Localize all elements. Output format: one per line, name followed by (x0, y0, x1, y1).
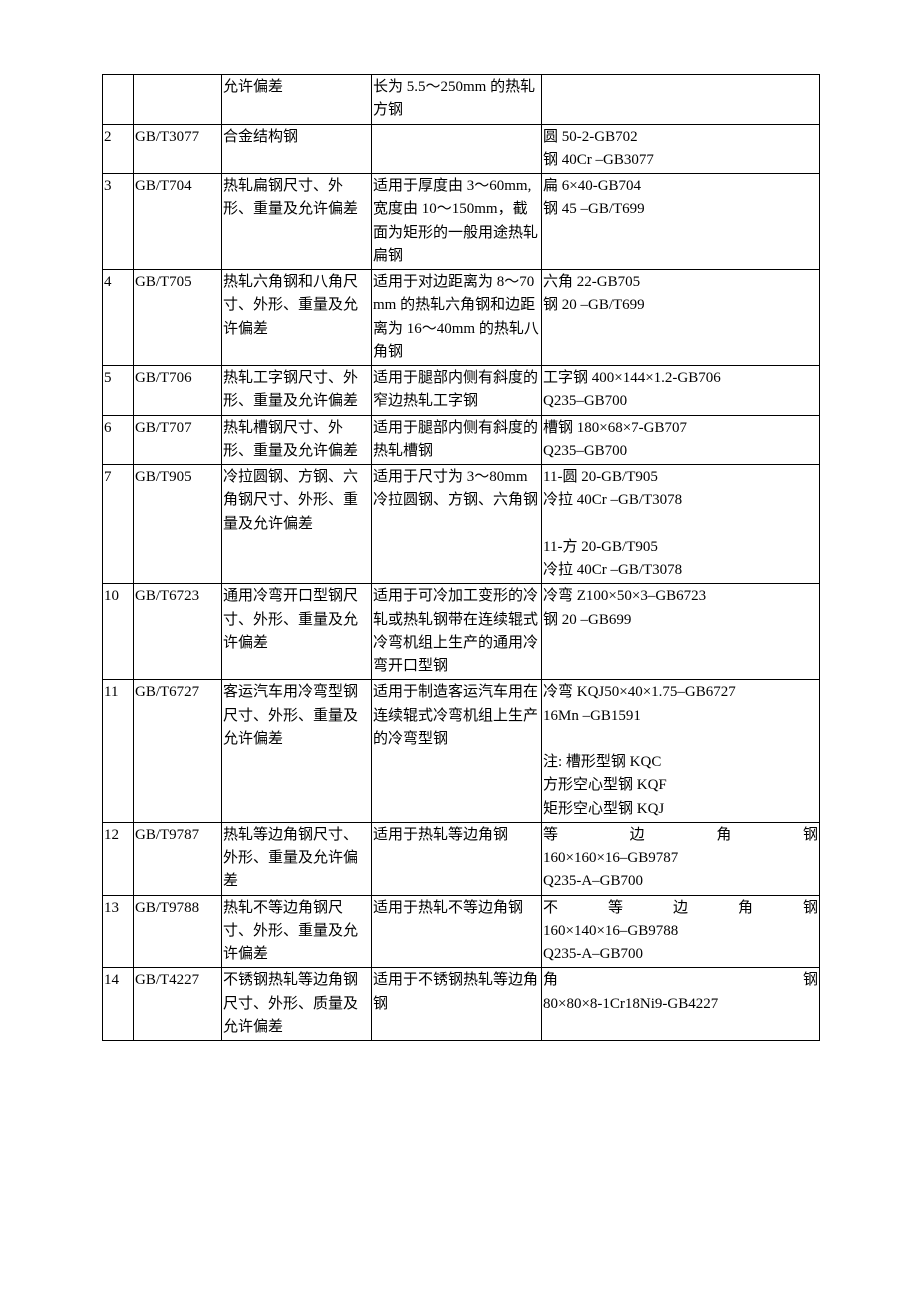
cell-title: 允许偏差 (222, 75, 372, 125)
cell-standard: GB/T9787 (134, 822, 222, 895)
cell-index: 2 (103, 124, 134, 174)
cell-example: 11-圆 20-GB/T905 冷拉 40Cr –GB/T3078 11-方 2… (542, 465, 820, 584)
cell-title: 不锈钢热轧等边角钢尺寸、外形、质量及允许偏差 (222, 968, 372, 1041)
cell-example (542, 75, 820, 125)
cell-index: 14 (103, 968, 134, 1041)
cell-example: 圆 50-2-GB702 钢 40Cr –GB3077 (542, 124, 820, 174)
standards-table: 允许偏差长为 5.5～250mm 的热轧方钢2GB/T3077合金结构钢圆 50… (102, 74, 820, 1041)
cell-scope: 适用于腿部内侧有斜度的热轧槽钢 (372, 415, 542, 465)
cell-scope: 适用于可冷加工变形的冷轧或热轧钢带在连续辊式冷弯机组上生产的通用冷弯开口型钢 (372, 584, 542, 680)
cell-example-line1: 不等边角钢 (543, 897, 818, 920)
cell-standard: GB/T707 (134, 415, 222, 465)
cell-index: 10 (103, 584, 134, 680)
cell-index: 4 (103, 270, 134, 366)
cell-standard: GB/T706 (134, 366, 222, 416)
table-row: 6GB/T707热轧槽钢尺寸、外形、重量及允许偏差适用于腿部内侧有斜度的热轧槽钢… (103, 415, 820, 465)
cell-title: 客运汽车用冷弯型钢尺寸、外形、重量及允许偏差 (222, 680, 372, 823)
cell-example: 冷弯 KQJ50×40×1.75–GB6727 16Mn –GB1591 注: … (542, 680, 820, 823)
cell-title: 冷拉圆钢、方钢、六角钢尺寸、外形、重量及允许偏差 (222, 465, 372, 584)
cell-scope: 长为 5.5～250mm 的热轧方钢 (372, 75, 542, 125)
cell-index (103, 75, 134, 125)
cell-scope: 适用于热轧等边角钢 (372, 822, 542, 895)
cell-index: 11 (103, 680, 134, 823)
cell-scope (372, 124, 542, 174)
table-row: 13GB/T9788热轧不等边角钢尺寸、外形、重量及允许偏差适用于热轧不等边角钢… (103, 895, 820, 968)
cell-example-rest: 160×140×16–GB9788 Q235-A–GB700 (543, 923, 678, 962)
cell-example: 工字钢 400×144×1.2-GB706 Q235–GB700 (542, 366, 820, 416)
cell-title: 热轧不等边角钢尺寸、外形、重量及允许偏差 (222, 895, 372, 968)
cell-example: 不等边角钢 160×140×16–GB9788 Q235-A–GB700 (542, 895, 820, 968)
cell-scope: 适用于制造客运汽车用在连续辊式冷弯机组上生产的冷弯型钢 (372, 680, 542, 823)
cell-standard (134, 75, 222, 125)
table-row: 2GB/T3077合金结构钢 圆 50-2-GB702 钢 40Cr –GB307… (103, 124, 820, 174)
cell-standard: GB/T6727 (134, 680, 222, 823)
table-row: 14GB/T4227不锈钢热轧等边角钢尺寸、外形、质量及允许偏差适用于不锈钢热轧… (103, 968, 820, 1041)
table-row: 7GB/T905冷拉圆钢、方钢、六角钢尺寸、外形、重量及允许偏差适用于尺寸为 3… (103, 465, 820, 584)
cell-standard: GB/T6723 (134, 584, 222, 680)
cell-standard: GB/T9788 (134, 895, 222, 968)
cell-index: 7 (103, 465, 134, 584)
cell-index: 12 (103, 822, 134, 895)
cell-standard: GB/T4227 (134, 968, 222, 1041)
cell-standard: GB/T905 (134, 465, 222, 584)
cell-standard: GB/T705 (134, 270, 222, 366)
cell-example: 六角 22-GB705 钢 20 –GB/T699 (542, 270, 820, 366)
cell-example-line1: 角钢 (543, 969, 818, 992)
table-row: 允许偏差长为 5.5～250mm 的热轧方钢 (103, 75, 820, 125)
cell-title: 通用冷弯开口型钢尺寸、外形、重量及允许偏差 (222, 584, 372, 680)
cell-title: 热轧六角钢和八角尺寸、外形、重量及允许偏差 (222, 270, 372, 366)
cell-scope: 适用于不锈钢热轧等边角钢 (372, 968, 542, 1041)
cell-example: 槽钢 180×68×7-GB707 Q235–GB700 (542, 415, 820, 465)
cell-title: 热轧槽钢尺寸、外形、重量及允许偏差 (222, 415, 372, 465)
cell-scope: 适用于尺寸为 3～80mm冷拉圆钢、方钢、六角钢 (372, 465, 542, 584)
cell-example-rest: 160×160×16–GB9787 Q235-A–GB700 (543, 850, 678, 889)
table-row: 5GB/T706热轧工字钢尺寸、外形、重量及允许偏差适用于腿部内侧有斜度的窄边热… (103, 366, 820, 416)
cell-standard: GB/T3077 (134, 124, 222, 174)
cell-example: 扁 6×40-GB704 钢 45 –GB/T699 (542, 174, 820, 270)
cell-index: 13 (103, 895, 134, 968)
table-row: 11GB/T6727客运汽车用冷弯型钢尺寸、外形、重量及允许偏差适用于制造客运汽… (103, 680, 820, 823)
cell-standard: GB/T704 (134, 174, 222, 270)
cell-scope: 适用于厚度由 3～60mm,宽度由 10～150mm，截面为矩形的一般用途热轧扁… (372, 174, 542, 270)
cell-scope: 适用于热轧不等边角钢 (372, 895, 542, 968)
cell-scope: 适用于腿部内侧有斜度的窄边热轧工字钢 (372, 366, 542, 416)
cell-title: 热轧等边角钢尺寸、外形、重量及允许偏差 (222, 822, 372, 895)
cell-index: 3 (103, 174, 134, 270)
cell-index: 6 (103, 415, 134, 465)
cell-scope: 适用于对边距离为 8～70mm 的热轧六角钢和边距离为 16～40mm 的热轧八… (372, 270, 542, 366)
cell-example-rest: 80×80×8-1Cr18Ni9-GB4227 (543, 996, 718, 1012)
cell-title: 热轧扁钢尺寸、外形、重量及允许偏差 (222, 174, 372, 270)
cell-example: 等边角钢 160×160×16–GB9787 Q235-A–GB700 (542, 822, 820, 895)
table-row: 3GB/T704热轧扁钢尺寸、外形、重量及允许偏差适用于厚度由 3～60mm,宽… (103, 174, 820, 270)
table-row: 12GB/T9787热轧等边角钢尺寸、外形、重量及允许偏差适用于热轧等边角钢等边… (103, 822, 820, 895)
cell-example-line1: 等边角钢 (543, 824, 818, 847)
cell-example: 角钢 80×80×8-1Cr18Ni9-GB4227 (542, 968, 820, 1041)
cell-index: 5 (103, 366, 134, 416)
cell-title: 热轧工字钢尺寸、外形、重量及允许偏差 (222, 366, 372, 416)
table-row: 10GB/T6723通用冷弯开口型钢尺寸、外形、重量及允许偏差适用于可冷加工变形… (103, 584, 820, 680)
cell-example: 冷弯 Z100×50×3–GB6723 钢 20 –GB699 (542, 584, 820, 680)
table-row: 4GB/T705热轧六角钢和八角尺寸、外形、重量及允许偏差适用于对边距离为 8～… (103, 270, 820, 366)
cell-title: 合金结构钢 (222, 124, 372, 174)
